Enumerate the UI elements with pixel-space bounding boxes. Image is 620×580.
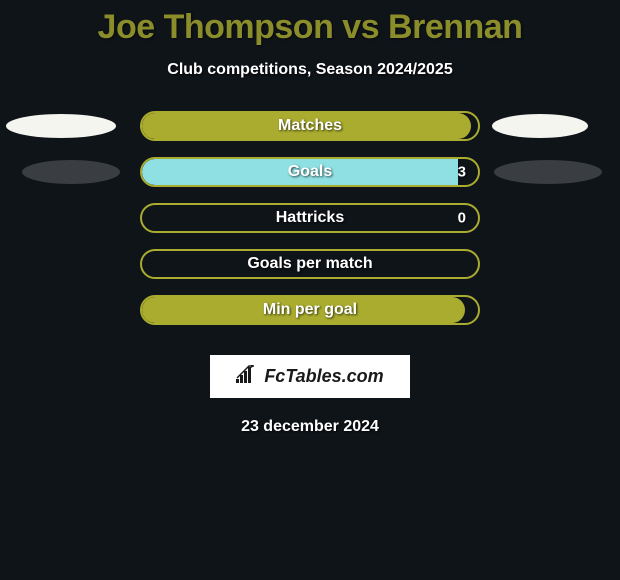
bar-label: Min per goal	[142, 301, 478, 319]
logo-icon	[236, 365, 258, 388]
bar-track: Goals3	[140, 157, 480, 187]
player-ellipse-right	[492, 114, 588, 138]
bar-track: Hattricks0	[140, 203, 480, 233]
stat-row: Min per goal	[0, 295, 620, 325]
stat-row: Goals3	[0, 157, 620, 187]
bar-track: Min per goal	[140, 295, 480, 325]
comparison-widget: Joe Thompson vs Brennan Club competition…	[0, 0, 620, 436]
player-ellipse-left	[22, 160, 120, 184]
bar-label: Hattricks	[142, 209, 478, 227]
bar-track: Matches	[140, 111, 480, 141]
bar-label: Goals per match	[142, 255, 478, 273]
date-text: 23 december 2024	[0, 418, 620, 436]
logo-badge[interactable]: FcTables.com	[210, 355, 409, 398]
bar-label: Goals	[142, 163, 478, 181]
player-ellipse-left	[6, 114, 116, 138]
bar-value: 0	[458, 210, 466, 227]
bar-rows: Matches Goals3 Hattricks0 Goals per match Mi…	[0, 111, 620, 325]
bar-value: 3	[458, 164, 466, 181]
player-ellipse-right	[494, 160, 602, 184]
stat-row: Hattricks0	[0, 203, 620, 233]
stat-row: Goals per match	[0, 249, 620, 279]
stat-row: Matches	[0, 111, 620, 141]
page-title: Joe Thompson vs Brennan	[0, 8, 620, 47]
logo-text: FcTables.com	[264, 366, 383, 387]
subtitle: Club competitions, Season 2024/2025	[0, 61, 620, 79]
bar-label: Matches	[142, 117, 478, 135]
bar-track: Goals per match	[140, 249, 480, 279]
